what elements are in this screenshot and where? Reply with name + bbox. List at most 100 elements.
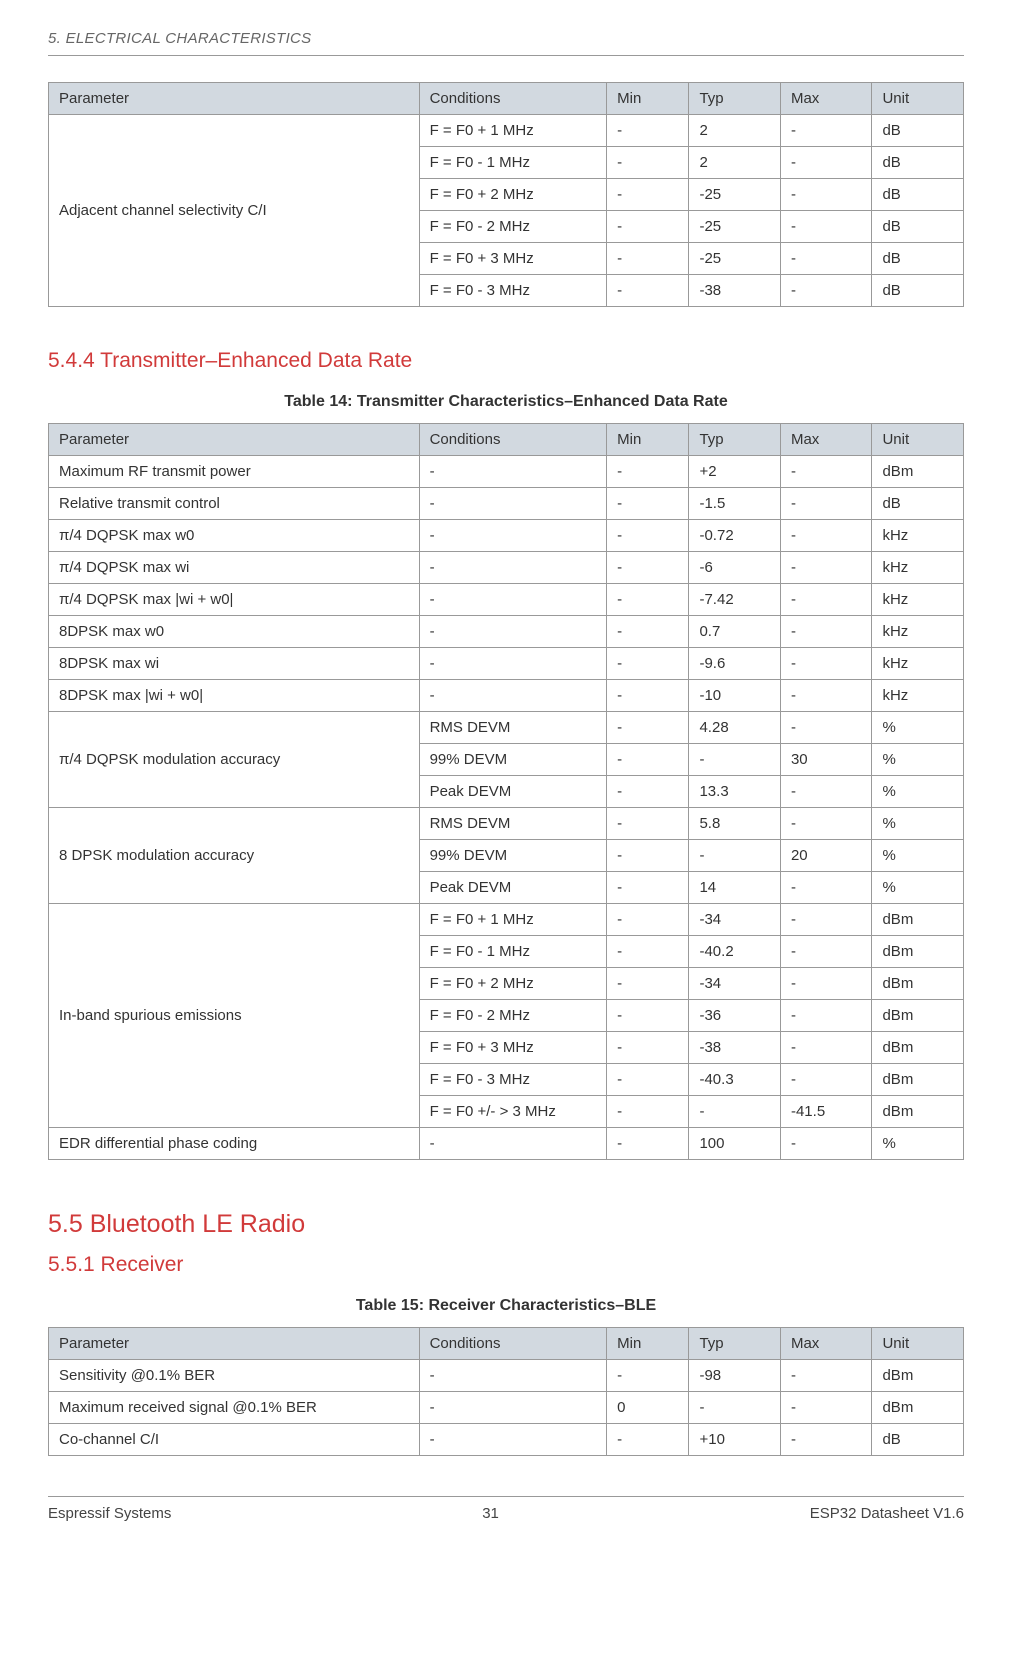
section-5-5-1-title: 5.5.1 Receiver [48,1253,964,1277]
cell: 99% DEVM [419,744,607,776]
cell: 13.3 [689,776,781,808]
table-row: 8DPSK max w0--0.7-kHz [49,616,964,648]
cell: - [780,211,872,243]
cell: - [780,552,872,584]
cell: 99% DEVM [419,840,607,872]
cell: - [419,584,607,616]
cell: 8DPSK max wi [49,648,420,680]
cell: - [607,520,689,552]
cell: - [780,1424,872,1456]
cell: -9.6 [689,648,781,680]
cell: dB [872,275,964,307]
cell: % [872,712,964,744]
cell: - [419,1360,607,1392]
cell: 8DPSK max w0 [49,616,420,648]
cell: - [780,616,872,648]
cell: - [780,1392,872,1424]
cell: % [872,808,964,840]
cell: F = F0 - 2 MHz [419,211,607,243]
cell: - [607,936,689,968]
cell: -6 [689,552,781,584]
cell: - [419,680,607,712]
cell: 14 [689,872,781,904]
cell: 0.7 [689,616,781,648]
cell: F = F0 - 3 MHz [419,1064,607,1096]
col-unit: Unit [872,1328,964,1360]
section-5-5-title: 5.5 Bluetooth LE Radio [48,1210,964,1239]
cell: - [780,275,872,307]
cell: - [607,552,689,584]
cell: - [419,488,607,520]
cell: π/4 DQPSK max w0 [49,520,420,552]
cell: - [780,680,872,712]
table-row: Maximum received signal @0.1% BER-0--dBm [49,1392,964,1424]
cell: - [780,648,872,680]
cell: 8DPSK max |wi + w0| [49,680,420,712]
cell: dBm [872,968,964,1000]
section-5-4-4-title: 5.4.4 Transmitter–Enhanced Data Rate [48,349,964,373]
cell: 2 [689,147,781,179]
col-min: Min [607,1328,689,1360]
cell: -25 [689,179,781,211]
cell: - [419,648,607,680]
cell: -34 [689,904,781,936]
cell: - [780,179,872,211]
cell: dBm [872,1064,964,1096]
cell: dB [872,243,964,275]
cell: % [872,872,964,904]
cell: Co-channel C/I [49,1424,420,1456]
cell: - [780,1360,872,1392]
cell: 4.28 [689,712,781,744]
cell: dBm [872,1360,964,1392]
table-row: π/4 DQPSK max wi---6-kHz [49,552,964,584]
table-row: 8DPSK max wi---9.6-kHz [49,648,964,680]
cell: % [872,776,964,808]
cell: - [607,456,689,488]
cell: - [780,243,872,275]
table-row: π/4 DQPSK modulation accuracyRMS DEVM-4.… [49,712,964,744]
cell: kHz [872,616,964,648]
cell: -7.42 [689,584,781,616]
cell: F = F0 - 2 MHz [419,1000,607,1032]
cell: - [607,584,689,616]
cell: - [780,808,872,840]
cell: dB [872,1424,964,1456]
cell: - [419,520,607,552]
cell: - [689,1096,781,1128]
col-unit: Unit [872,83,964,115]
cell: - [607,648,689,680]
cell: F = F0 + 2 MHz [419,968,607,1000]
table-row: 8DPSK max |wi + w0|---10-kHz [49,680,964,712]
cell: dBm [872,936,964,968]
cell: kHz [872,552,964,584]
cell: F = F0 + 1 MHz [419,115,607,147]
cell: π/4 DQPSK modulation accuracy [49,712,420,808]
cell: π/4 DQPSK max |wi + w0| [49,584,420,616]
cell: - [780,520,872,552]
cell: - [419,456,607,488]
cell: - [419,1392,607,1424]
cell: Maximum RF transmit power [49,456,420,488]
cell: F = F0 - 1 MHz [419,147,607,179]
table14: Parameter Conditions Min Typ Max Unit Ma… [48,423,964,1160]
table-header-row: Parameter Conditions Min Typ Max Unit [49,83,964,115]
cell: - [607,904,689,936]
cell: 100 [689,1128,781,1160]
cell: - [419,1128,607,1160]
cell: - [780,904,872,936]
cell: 5.8 [689,808,781,840]
cell: 8 DPSK modulation accuracy [49,808,420,904]
col-min: Min [607,424,689,456]
cell: F = F0 + 3 MHz [419,1032,607,1064]
cell: - [780,776,872,808]
table-adjacent-channel: Parameter Conditions Min Typ Max Unit Ad… [48,82,964,307]
page-footer: Espressif Systems 31 ESP32 Datasheet V1.… [48,1496,964,1522]
cell: kHz [872,680,964,712]
cell: -1.5 [689,488,781,520]
col-typ: Typ [689,83,781,115]
table-row: π/4 DQPSK max |wi + w0|---7.42-kHz [49,584,964,616]
cell: F = F0 + 2 MHz [419,179,607,211]
cell: dB [872,211,964,243]
cell: -25 [689,243,781,275]
cell: dBm [872,1392,964,1424]
